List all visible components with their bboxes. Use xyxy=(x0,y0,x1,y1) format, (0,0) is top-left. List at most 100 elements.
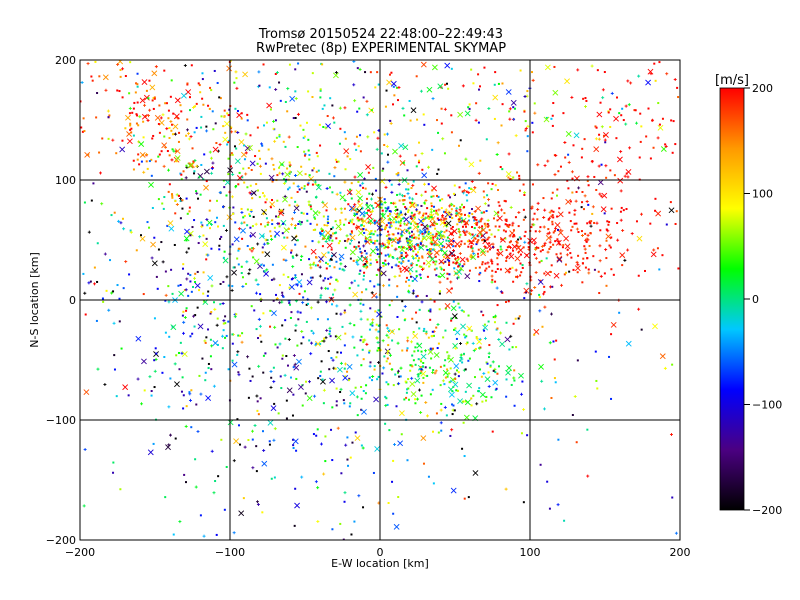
data-point-dot xyxy=(218,96,221,99)
data-point-plus xyxy=(159,116,163,120)
data-point-cross xyxy=(445,220,452,227)
data-point-dot xyxy=(376,234,379,237)
data-point-cross xyxy=(187,230,194,237)
data-point-dot xyxy=(315,170,318,173)
data-point-dot xyxy=(392,384,395,387)
data-point-dot xyxy=(411,354,414,357)
data-point-dot xyxy=(225,194,228,197)
data-point-dot xyxy=(316,155,319,158)
data-point-dot xyxy=(247,439,250,442)
data-point-dot xyxy=(522,246,525,249)
data-point-dot xyxy=(497,365,500,368)
data-point-dot xyxy=(385,381,388,384)
data-point-plus xyxy=(540,244,544,248)
data-point-dot xyxy=(426,225,429,228)
data-point-plus xyxy=(300,329,304,333)
data-point-dot xyxy=(518,177,521,180)
data-point-dot xyxy=(418,257,421,260)
data-point-plus xyxy=(533,286,537,290)
data-point-dot xyxy=(300,211,303,214)
data-point-dot xyxy=(206,294,209,297)
data-point-dot xyxy=(538,296,541,299)
data-point-cross xyxy=(158,119,165,126)
data-point-plus xyxy=(249,234,253,238)
data-point-plus xyxy=(543,305,547,309)
data-point-dot xyxy=(586,222,589,225)
data-point-dot xyxy=(435,274,438,277)
data-point-dot xyxy=(376,349,379,352)
data-point-plus xyxy=(314,480,318,484)
data-point-plus xyxy=(437,274,441,278)
data-point-dot xyxy=(523,110,526,113)
data-point-plus xyxy=(436,323,440,327)
data-point-plus xyxy=(371,318,375,322)
data-point-dot xyxy=(464,182,467,185)
data-point-dot xyxy=(303,185,306,188)
data-point-dot xyxy=(567,187,570,190)
data-point-dot xyxy=(512,118,515,121)
data-point-dot xyxy=(457,228,460,231)
data-point-dot xyxy=(507,245,510,248)
data-point-dot xyxy=(187,272,190,275)
data-point-cross xyxy=(150,241,156,248)
data-point-cross xyxy=(139,151,146,158)
data-point-dot xyxy=(202,178,205,181)
data-point-cross xyxy=(457,111,464,118)
data-point-dot xyxy=(500,124,503,127)
data-point-dot xyxy=(216,317,219,320)
data-point-cross xyxy=(122,384,129,391)
data-point-dot xyxy=(465,225,468,228)
data-point-plus xyxy=(116,62,120,66)
data-point-dot xyxy=(248,213,251,216)
data-point-dot xyxy=(202,103,205,106)
data-point-dot xyxy=(552,216,555,219)
data-point-cross xyxy=(416,342,423,349)
data-point-plus xyxy=(583,247,587,251)
data-point-cross xyxy=(280,219,287,226)
data-point-plus xyxy=(292,353,296,357)
data-point-cross xyxy=(610,321,617,328)
data-point-dot xyxy=(304,153,307,156)
data-point-dot xyxy=(472,82,475,85)
data-point-dot xyxy=(359,134,362,137)
data-point-plus xyxy=(523,95,527,99)
data-point-dot xyxy=(551,114,554,117)
data-point-dot xyxy=(430,216,433,219)
data-point-dot xyxy=(375,273,378,276)
data-point-plus xyxy=(589,224,593,228)
data-point-plus xyxy=(449,280,453,284)
data-point-dot xyxy=(255,470,258,473)
data-point-plus xyxy=(420,300,424,304)
data-point-dot xyxy=(509,267,512,270)
data-point-dot xyxy=(485,138,488,141)
data-point-plus xyxy=(364,266,368,270)
data-point-plus xyxy=(221,334,225,338)
data-point-cross xyxy=(449,250,455,257)
data-point-dot xyxy=(384,259,387,262)
data-point-dot xyxy=(308,258,311,261)
data-point-dot xyxy=(370,240,373,243)
data-point-dot xyxy=(261,511,264,514)
data-point-dot xyxy=(369,254,372,257)
data-point-dot xyxy=(167,109,170,112)
data-point-dot xyxy=(509,240,512,243)
data-point-dot xyxy=(633,109,636,112)
data-point-dot xyxy=(208,107,211,110)
data-point-dot xyxy=(605,257,608,260)
data-point-plus xyxy=(533,252,537,256)
data-point-dot xyxy=(193,131,196,134)
data-point-dot xyxy=(191,147,194,150)
data-point-dot xyxy=(425,330,428,333)
data-point-dot xyxy=(274,119,277,122)
data-point-dot xyxy=(458,264,461,267)
data-point-dot xyxy=(447,357,450,360)
data-point-dot xyxy=(478,280,481,283)
data-point-dot xyxy=(286,364,289,367)
data-point-dot xyxy=(214,122,217,125)
data-point-plus xyxy=(331,116,335,120)
data-point-dot xyxy=(170,79,173,82)
data-point-dot xyxy=(247,167,250,170)
data-point-cross xyxy=(452,342,459,349)
data-point-dot xyxy=(226,112,229,115)
data-point-plus xyxy=(604,164,608,168)
